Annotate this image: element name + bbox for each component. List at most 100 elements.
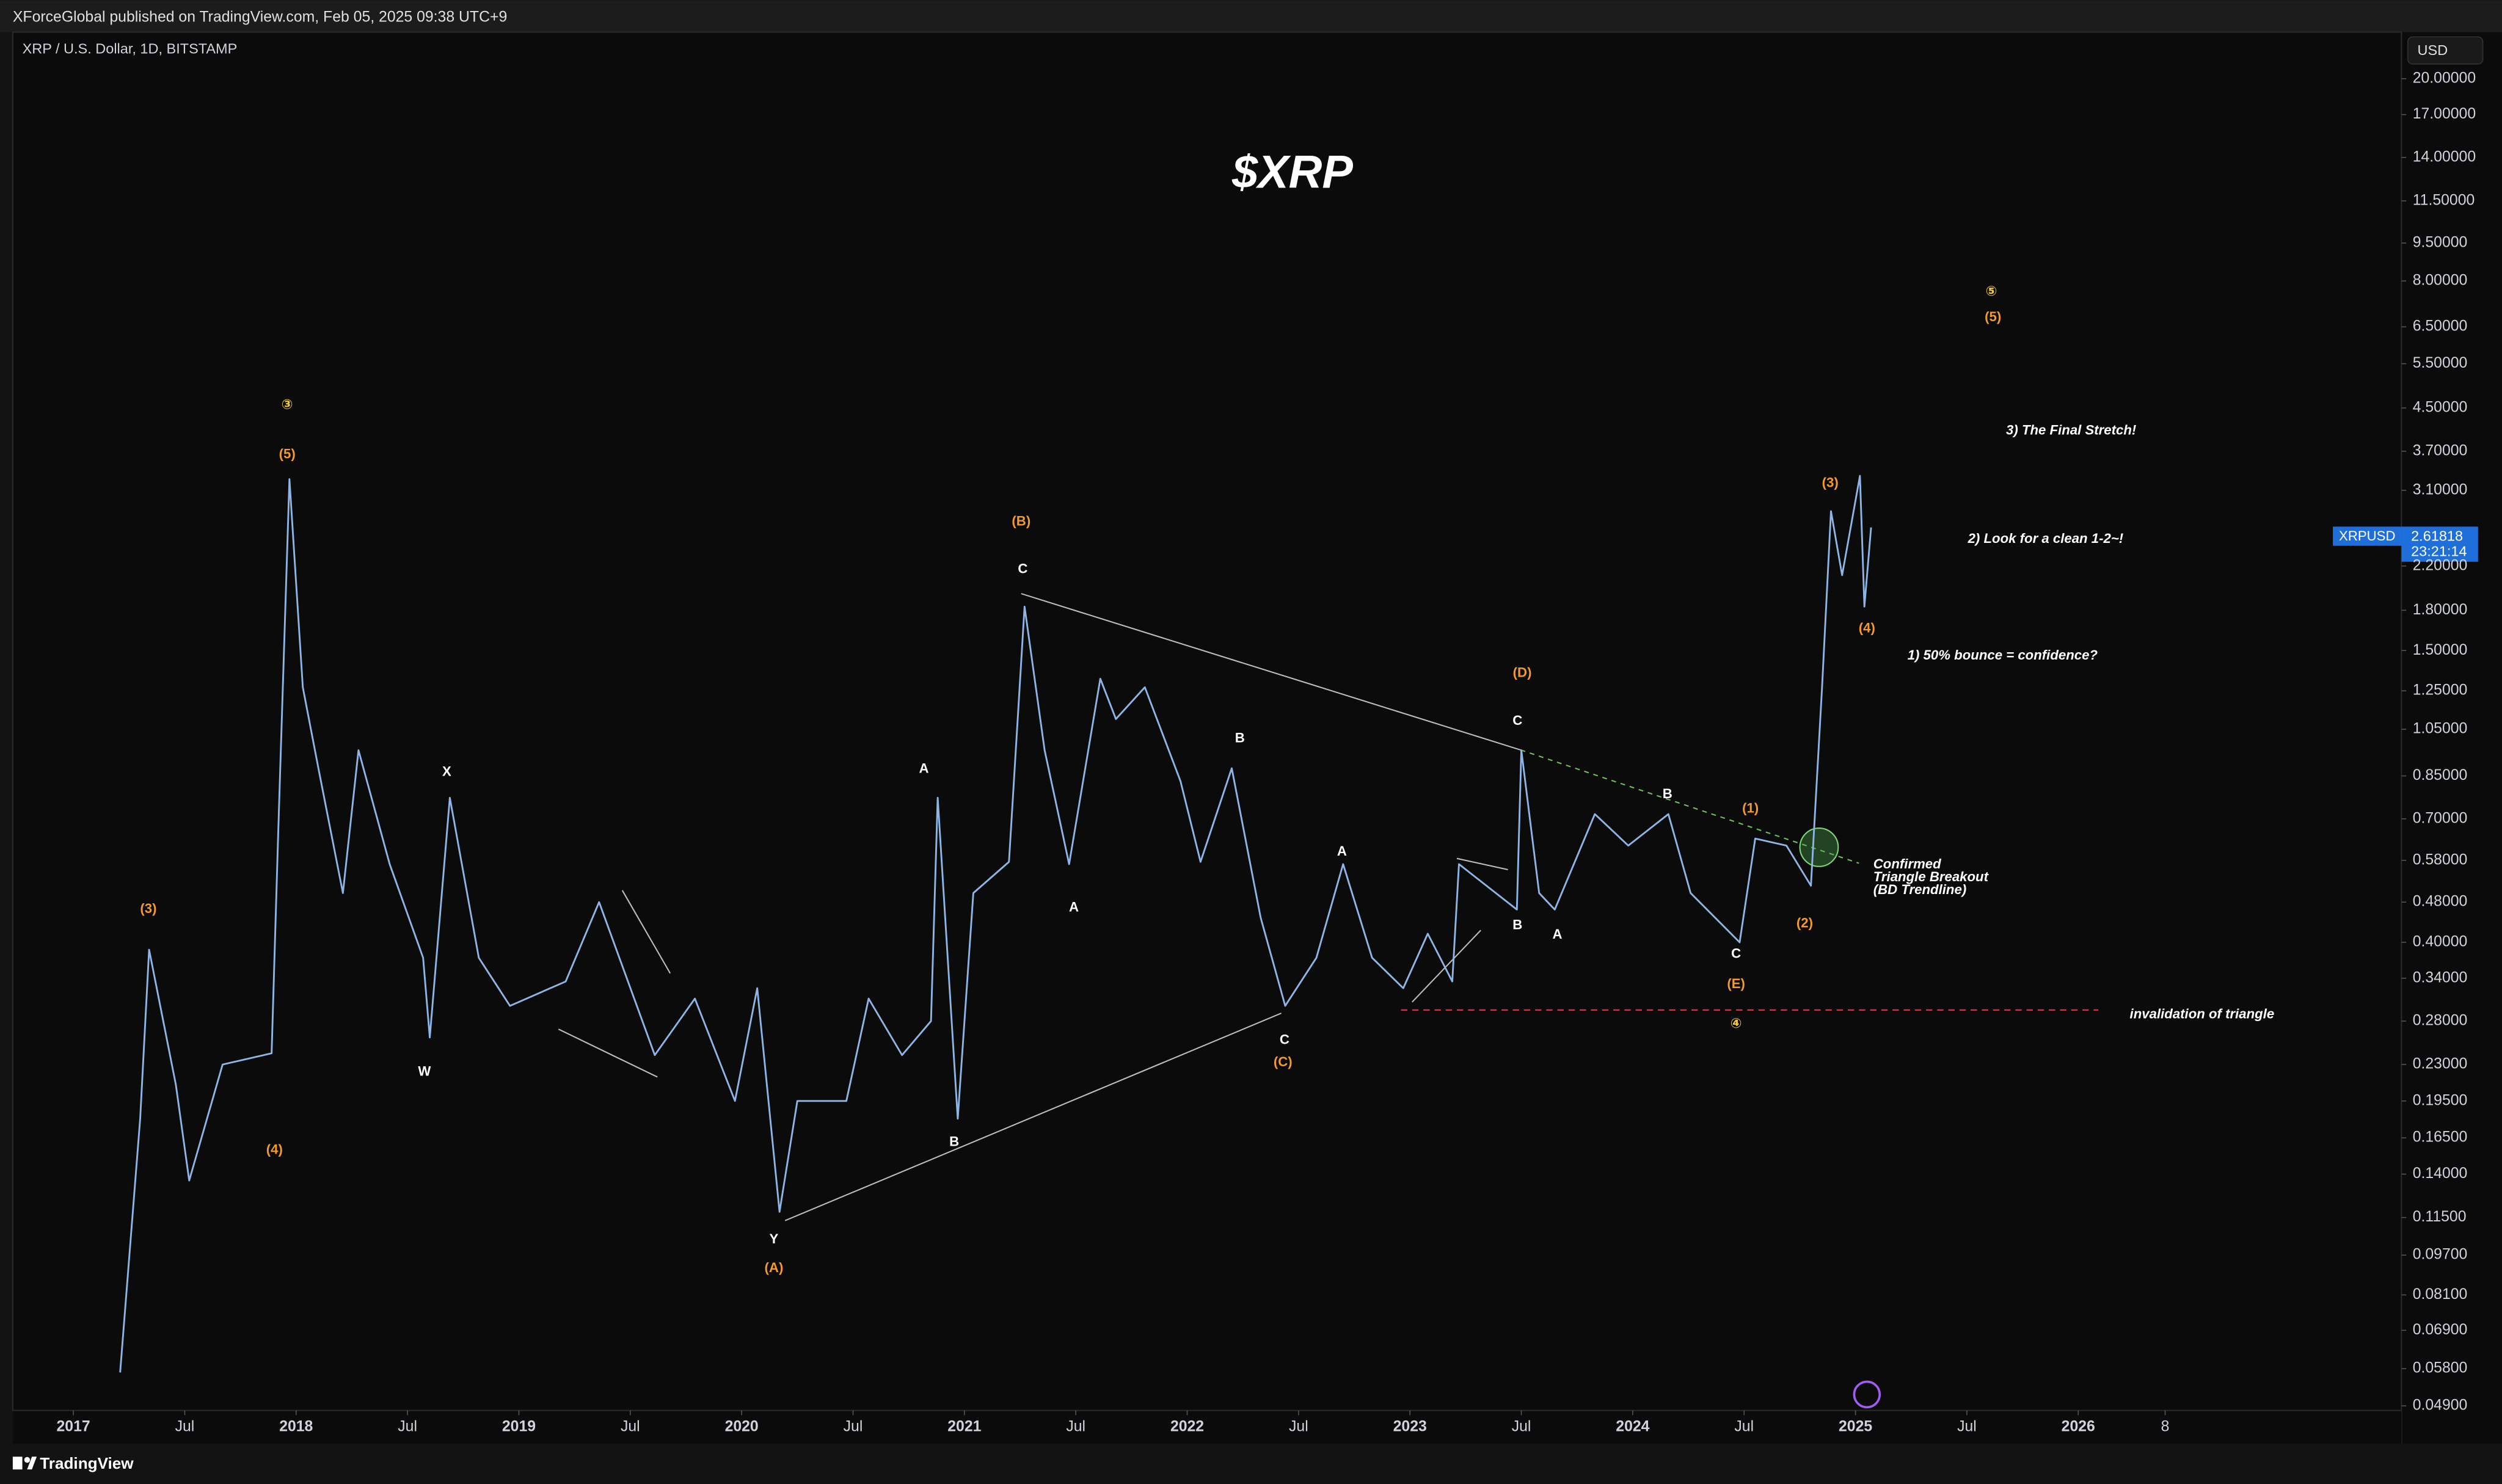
wave-label: (C) [1274, 1054, 1293, 1069]
price-tag: XRPUSD 2.61818 23:21:14 [2333, 526, 2478, 562]
time-axis [12, 1410, 2402, 1444]
x-tick-label: 2024 [1616, 1419, 1649, 1435]
wave-label: C [1731, 945, 1741, 961]
note-green: Triangle Breakout [1873, 869, 1990, 884]
y-tick-label: 9.50000 [2413, 235, 2468, 251]
x-tick-label: 2021 [947, 1419, 981, 1435]
y-tick-label: 2.20000 [2413, 557, 2468, 573]
y-tick-label: 0.58000 [2413, 851, 2468, 868]
wave-label: W [418, 1064, 431, 1079]
wave-label: (D) [1513, 665, 1532, 680]
note: 1) 50% bounce = confidence? [1908, 647, 2098, 663]
trendline [621, 890, 671, 974]
trendline [1021, 593, 1521, 751]
wave-label: ⑤ [1986, 283, 1997, 299]
y-tick-label: 1.80000 [2413, 602, 2468, 618]
x-tick-label: Jul [1512, 1419, 1531, 1435]
price-axis [2401, 32, 2502, 1444]
price-tag-box [2401, 526, 2478, 562]
wave-label: (5) [279, 446, 296, 462]
y-tick-label: 3.10000 [2413, 481, 2468, 498]
wave-label: (3) [140, 901, 156, 916]
x-tick-label: Jul [621, 1419, 640, 1435]
ticker-tag [2333, 526, 2402, 546]
x-tick-label: 2022 [1170, 1419, 1204, 1435]
wave-label: (4) [1859, 620, 1875, 635]
plot-area [12, 31, 2402, 1411]
wave-label: (E) [1727, 976, 1745, 991]
currency-button[interactable] [2407, 36, 2484, 65]
y-tick-label: 0.23000 [2413, 1056, 2468, 1072]
y-tick-label: 0.48000 [2413, 893, 2468, 910]
y-tick-label: 0.08100 [2413, 1286, 2468, 1303]
y-tick-label: 0.04900 [2413, 1397, 2468, 1414]
header-bar [0, 0, 2502, 32]
x-tick-label: Jul [1734, 1419, 1754, 1435]
x-tick-label: Jul [1066, 1419, 1085, 1435]
y-tick-label: 0.28000 [2413, 1013, 2468, 1029]
y-tick-label: 3.70000 [2413, 442, 2468, 459]
wave-label: B [949, 1134, 959, 1149]
note-green: Confirmed [1873, 856, 1941, 871]
y-tick-label: 0.70000 [2413, 810, 2468, 826]
trendline [1412, 929, 1481, 1003]
wave-label: ③ [282, 397, 293, 412]
currency-label: USD [2418, 42, 2448, 58]
y-tick-label: 1.25000 [2413, 682, 2468, 699]
wave-label: (B) [1012, 513, 1030, 528]
wave-label: X [442, 763, 451, 779]
y-tick-label: 20.00000 [2413, 70, 2476, 86]
y-tick-label: 17.00000 [2413, 106, 2476, 122]
y-tick-label: 0.11500 [2413, 1209, 2467, 1225]
x-tick-label: 2023 [1393, 1419, 1427, 1435]
trendline-dashed [1520, 749, 1859, 864]
wave-label: (5) [1985, 309, 2001, 324]
y-tick-label: 0.09700 [2413, 1246, 2468, 1263]
y-tick-label: 0.05800 [2413, 1360, 2468, 1377]
wave-label: B [1663, 786, 1672, 801]
wave-label: C [1512, 713, 1522, 728]
x-tick-label: 2020 [725, 1419, 759, 1435]
breakout-circle [1799, 827, 1839, 867]
brand-name: TradingView [40, 1454, 134, 1472]
y-tick-label: 4.50000 [2413, 399, 2468, 416]
y-tick-label: 0.40000 [2413, 934, 2468, 950]
x-tick-label: Jul [844, 1419, 863, 1435]
footer [0, 1444, 2502, 1484]
x-tick-label: 2017 [57, 1419, 90, 1435]
x-tick-label: Jul [398, 1419, 417, 1435]
x-tick-label: 2026 [2062, 1419, 2095, 1435]
y-tick-label: 0.06900 [2413, 1322, 2468, 1338]
x-tick-label: Jul [1289, 1419, 1308, 1435]
note-red: invalidation of triangle [2130, 1006, 2275, 1022]
y-tick-label: 0.16500 [2413, 1129, 2468, 1146]
x-tick-label: 2025 [1839, 1419, 1872, 1435]
logo-part [12, 1457, 23, 1470]
y-tick-label: 0.85000 [2413, 767, 2468, 784]
wave-label: C [1018, 561, 1027, 577]
note-green: (BD Trendline) [1873, 882, 1966, 897]
trendline [784, 1013, 1282, 1221]
y-tick-label: 0.14000 [2413, 1165, 2468, 1182]
wave-label: C [1280, 1031, 1289, 1047]
y-tick-label: 8.00000 [2413, 272, 2468, 289]
y-tick-label: 0.34000 [2413, 969, 2468, 986]
price-tag-price: 2.61818 [2411, 528, 2463, 544]
wave-label: B [1512, 917, 1522, 932]
wave-label: A [1069, 900, 1079, 915]
logo-part [27, 1457, 37, 1470]
ticker-tag-text: XRPUSD [2339, 528, 2395, 544]
note: 2) Look for a clean 1-2~! [1968, 531, 2124, 546]
y-tick-label: 11.50000 [2413, 192, 2475, 208]
wave-label: A [1553, 926, 1563, 942]
wave-label: A [919, 760, 928, 776]
trendline [1456, 857, 1508, 871]
x-tick-label: Jul [175, 1419, 195, 1435]
wave-label: (3) [1822, 475, 1839, 490]
wave-label: ④ [1731, 1016, 1742, 1031]
price-tag-countdown: 23:21:14 [2411, 543, 2467, 559]
app-icon[interactable] [1853, 1380, 1881, 1409]
y-tick-label: 1.05000 [2413, 721, 2468, 737]
x-tick-label: Jul [1957, 1419, 1977, 1435]
